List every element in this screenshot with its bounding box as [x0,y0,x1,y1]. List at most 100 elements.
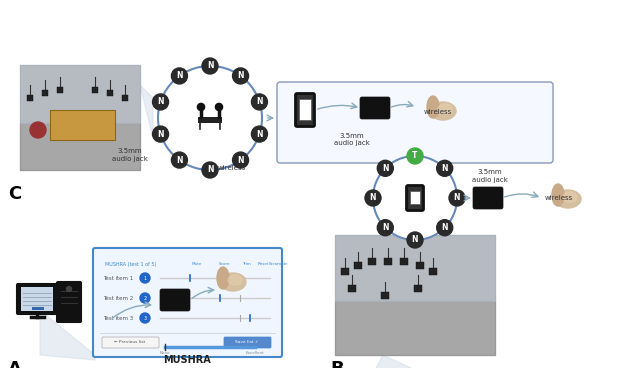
Text: wireless: wireless [424,109,452,115]
FancyBboxPatch shape [429,268,437,275]
FancyBboxPatch shape [57,282,81,322]
Circle shape [436,160,452,176]
FancyBboxPatch shape [107,90,113,96]
Text: Score: Score [219,262,230,266]
Text: None: None [160,351,170,355]
Circle shape [252,94,268,110]
Text: Reset: Reset [258,262,269,266]
Text: N: N [382,164,388,173]
Text: N: N [157,98,164,106]
FancyBboxPatch shape [414,285,422,292]
FancyBboxPatch shape [92,87,98,93]
FancyBboxPatch shape [400,258,408,265]
Circle shape [407,232,423,248]
FancyBboxPatch shape [299,99,311,120]
Text: 2: 2 [143,296,147,301]
Circle shape [197,103,205,111]
FancyBboxPatch shape [341,268,349,275]
Text: 3: 3 [143,315,147,321]
Text: N: N [256,130,262,139]
Ellipse shape [217,267,229,289]
Text: N: N [207,61,213,71]
Text: A: A [8,360,22,368]
FancyBboxPatch shape [42,90,48,96]
Text: N: N [442,223,448,232]
Text: 1: 1 [143,276,147,280]
Text: N: N [176,71,182,81]
FancyBboxPatch shape [410,191,420,204]
Circle shape [140,273,150,283]
Circle shape [216,103,223,111]
Text: Trim: Trim [243,262,251,266]
Text: N: N [442,164,448,173]
Text: T: T [412,152,418,160]
FancyBboxPatch shape [122,95,128,101]
FancyBboxPatch shape [406,185,424,210]
Text: Mute: Mute [191,262,202,266]
Text: C: C [8,185,21,203]
Text: 3.5mm
audio jack: 3.5mm audio jack [112,148,148,162]
Text: N: N [256,98,262,106]
Text: N: N [237,71,244,81]
Circle shape [158,66,262,170]
Text: N: N [454,194,460,202]
Ellipse shape [563,192,577,202]
Circle shape [449,190,465,206]
FancyBboxPatch shape [21,287,53,311]
Circle shape [365,190,381,206]
FancyBboxPatch shape [20,65,140,170]
Circle shape [252,126,268,142]
FancyBboxPatch shape [473,187,503,209]
Circle shape [202,58,218,74]
Ellipse shape [220,273,246,291]
Polygon shape [140,85,153,138]
Text: wireless: wireless [218,165,246,171]
FancyBboxPatch shape [381,292,389,299]
Circle shape [67,287,72,291]
Text: MUSHRA (test 1 of 5): MUSHRA (test 1 of 5) [105,262,156,267]
FancyBboxPatch shape [93,248,282,357]
Circle shape [378,160,394,176]
FancyBboxPatch shape [17,284,57,314]
Polygon shape [367,355,447,368]
Text: MUSHRA: MUSHRA [163,355,211,365]
Text: Excellent: Excellent [246,351,264,355]
Circle shape [140,313,150,323]
FancyBboxPatch shape [348,285,356,292]
Circle shape [407,148,423,164]
Text: 3.5mm
audio jack: 3.5mm audio jack [472,170,508,183]
FancyBboxPatch shape [102,337,159,348]
FancyBboxPatch shape [57,87,63,93]
FancyBboxPatch shape [335,235,495,355]
Text: N: N [207,166,213,174]
Circle shape [232,152,248,168]
FancyBboxPatch shape [277,82,553,163]
Text: wireless: wireless [545,195,573,201]
Ellipse shape [438,104,452,114]
FancyBboxPatch shape [360,97,390,119]
FancyBboxPatch shape [354,262,362,269]
FancyBboxPatch shape [384,258,392,265]
Text: B: B [330,360,344,368]
Ellipse shape [427,96,439,118]
Ellipse shape [430,102,456,120]
Text: N: N [382,223,388,232]
Circle shape [232,68,248,84]
Text: ← Previous list: ← Previous list [115,340,146,344]
Circle shape [30,122,46,138]
FancyBboxPatch shape [27,95,33,101]
Circle shape [172,152,188,168]
Polygon shape [40,310,95,360]
FancyBboxPatch shape [198,117,222,123]
Text: N: N [412,236,419,244]
Circle shape [436,220,452,236]
Circle shape [152,126,168,142]
Text: Test item 3: Test item 3 [103,315,133,321]
Circle shape [373,156,457,240]
Text: N: N [176,156,182,164]
Circle shape [140,293,150,303]
Text: Save list ✓: Save list ✓ [235,340,259,344]
Ellipse shape [555,190,581,208]
FancyBboxPatch shape [368,258,376,265]
FancyBboxPatch shape [160,289,190,311]
